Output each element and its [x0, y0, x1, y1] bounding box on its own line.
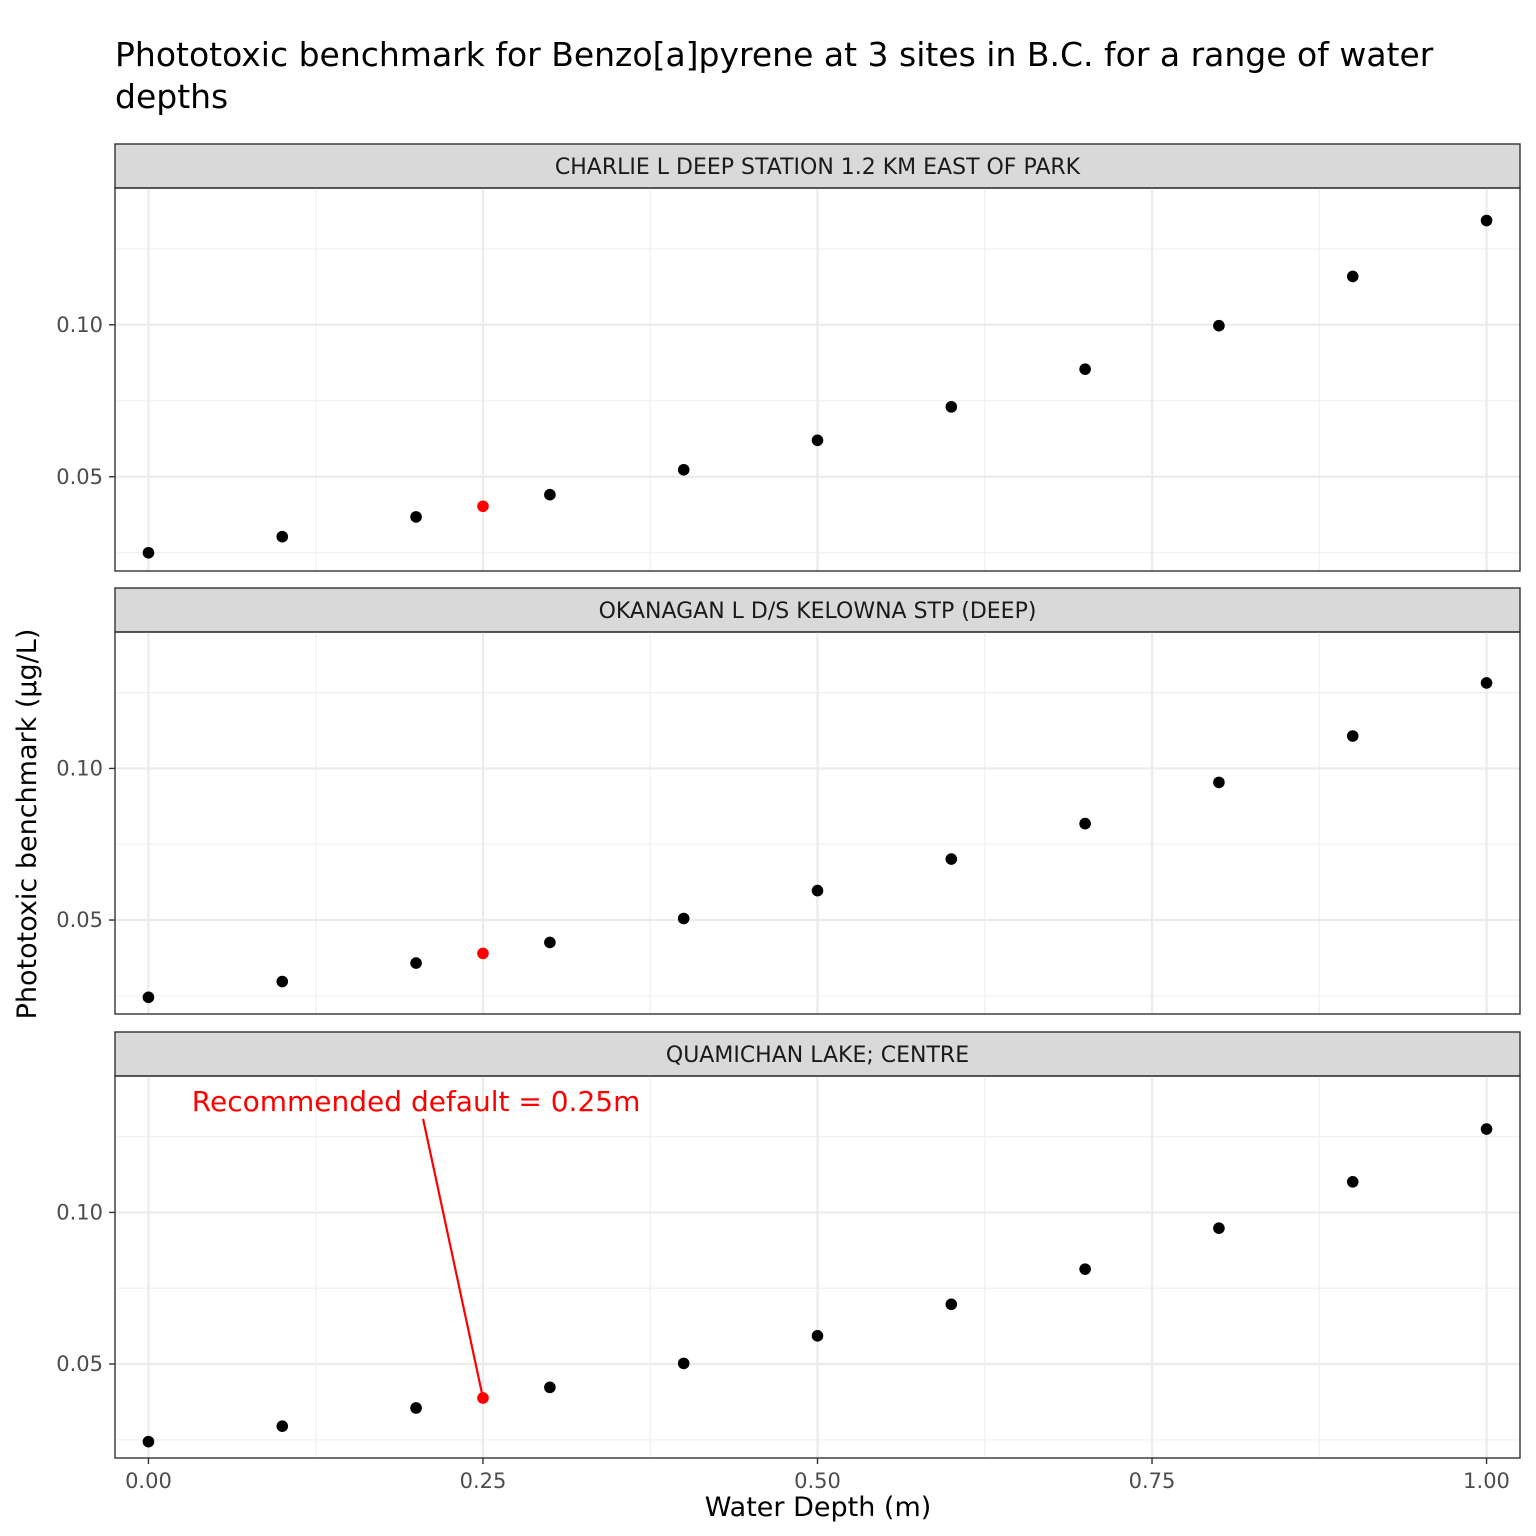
- panel-border: [114, 631, 1521, 1015]
- y-tick-label: 0.10: [56, 313, 103, 337]
- y-tick-label: 0.05: [56, 465, 103, 489]
- panel-strip: [114, 587, 1521, 633]
- data-point: [410, 957, 422, 969]
- x-tick-label: 0.25: [460, 1469, 507, 1493]
- y-axis-title: Phototoxic benchmark (µg/L): [12, 629, 43, 1020]
- data-point: [142, 546, 155, 559]
- data-point: [1079, 1263, 1091, 1275]
- data-point: [1480, 677, 1493, 689]
- data-point: [544, 488, 556, 501]
- panel-strip: [114, 143, 1521, 189]
- y-tick-label: 0.05: [56, 908, 103, 932]
- data-point: [544, 936, 556, 949]
- panel-strip-label: QUAMICHAN LAKE; CENTRE: [666, 1043, 969, 1068]
- data-point: [276, 530, 289, 543]
- highlight-point: [477, 500, 489, 513]
- data-point: [544, 1381, 556, 1394]
- panel-1: CHARLIE L DEEP STATION 1.2 KM EAST OF PA…: [56, 143, 1521, 572]
- data-point: [1346, 270, 1359, 283]
- data-point: [410, 511, 422, 523]
- data-point: [276, 1420, 289, 1432]
- x-tick-label: 0.00: [125, 1469, 172, 1493]
- x-tick-label: 0.50: [794, 1469, 841, 1493]
- y-tick-label: 0.10: [56, 1200, 103, 1224]
- y-tick-label: 0.05: [56, 1352, 103, 1376]
- data-point: [945, 1298, 958, 1311]
- panel-strip-label: CHARLIE L DEEP STATION 1.2 KM EAST OF PA…: [555, 155, 1081, 180]
- annotation-label: Recommended default = 0.25m: [192, 1085, 641, 1118]
- x-axis-title: Water Depth (m): [705, 1492, 932, 1523]
- x-tick-label: 0.75: [1129, 1469, 1176, 1493]
- data-point: [142, 991, 155, 1004]
- x-tick-label: 1.00: [1463, 1469, 1510, 1493]
- panel-2: OKANAGAN L D/S KELOWNA STP (DEEP) 0.05 0.1…: [56, 587, 1521, 1015]
- panel-border: [114, 187, 1521, 572]
- data-point: [1480, 1123, 1493, 1135]
- data-point: [410, 1402, 422, 1414]
- data-point: [1480, 214, 1493, 227]
- data-point: [1213, 319, 1225, 332]
- data-point: [945, 853, 958, 865]
- chart-title-line-2: depths: [115, 77, 228, 116]
- data-point: [1079, 363, 1091, 375]
- panel-strip-label: OKANAGAN L D/S KELOWNA STP (DEEP): [599, 599, 1037, 624]
- y-tick-label: 0.10: [56, 756, 103, 780]
- data-point: [1213, 1222, 1225, 1234]
- data-point: [677, 463, 690, 476]
- data-point: [677, 912, 690, 925]
- data-point: [811, 884, 824, 897]
- panel-3: QUAMICHAN LAKE; CENTRE 0.05 0.10 Recommende…: [56, 1031, 1521, 1493]
- highlight-point: [477, 947, 489, 960]
- data-point: [677, 1357, 690, 1370]
- data-point: [811, 434, 824, 447]
- data-point: [1213, 776, 1225, 789]
- panel-strip: [114, 1031, 1521, 1077]
- data-point: [1346, 1176, 1359, 1188]
- data-point: [811, 1330, 824, 1342]
- annotation-leader-line: [421, 1118, 485, 1399]
- chart-title-line-1: Phototoxic benchmark for Benzo[a]pyrene …: [115, 35, 1434, 74]
- data-point: [1346, 730, 1359, 742]
- data-point: [276, 975, 289, 988]
- panels-layer: CHARLIE L DEEP STATION 1.2 KM EAST OF PA…: [56, 143, 1521, 1493]
- data-point: [142, 1435, 155, 1448]
- data-point: [1079, 817, 1091, 830]
- data-point: [945, 401, 958, 413]
